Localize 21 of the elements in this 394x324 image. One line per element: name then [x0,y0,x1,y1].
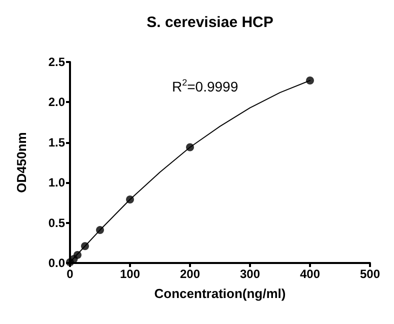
y-tick-label: 1.0 [48,176,66,190]
y-tick-label: 2.0 [48,95,66,110]
x-tick-label: 100 [120,267,140,281]
x-tick-label: 0 [66,267,74,281]
point [81,242,89,250]
y-tick-label: 0.0 [48,256,66,270]
x-tick-label: 300 [240,267,260,281]
point [74,250,82,259]
y-axis-title: OD450nm [14,132,29,193]
y-tick-label: 2.5 [48,55,66,69]
point [96,226,104,234]
y-tick-label: 0.5 [48,216,66,230]
x-tick-label: 400 [300,267,320,281]
point [306,76,314,84]
chart-title: S. cerevisiae HCP [146,14,274,31]
x-tick-label: 500 [360,267,380,281]
x-tick-label: 200 [180,267,200,281]
y-tick-label: 1.5 [48,135,66,150]
point [186,143,194,152]
point [126,195,134,204]
x-axis-title: Concentration(ng/ml) [154,286,286,301]
